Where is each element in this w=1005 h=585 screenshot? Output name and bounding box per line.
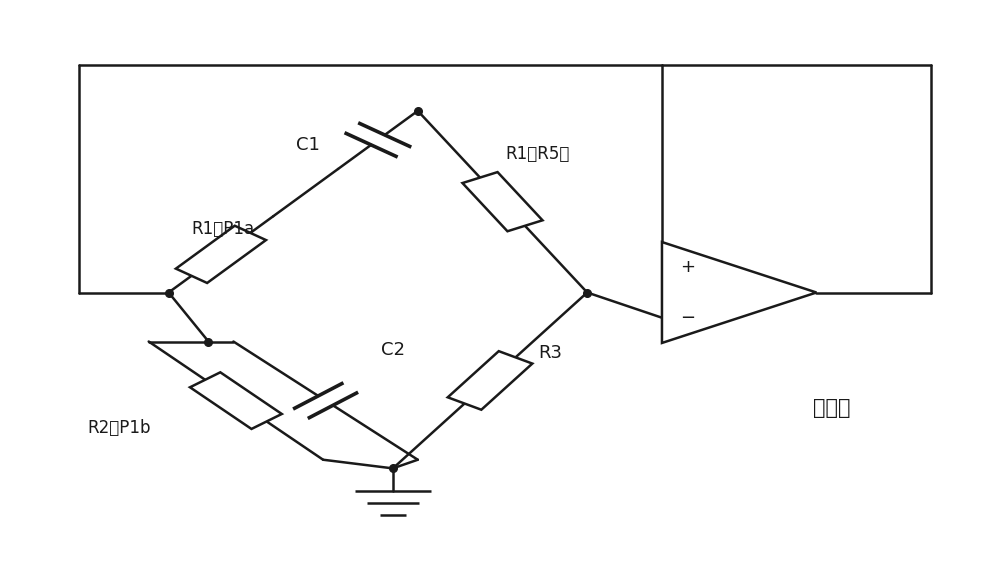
Text: R2＋P1b: R2＋P1b <box>87 419 151 437</box>
Text: +: + <box>680 258 695 276</box>
Text: R3: R3 <box>539 344 563 362</box>
Text: C2: C2 <box>381 341 405 359</box>
Text: −: − <box>680 309 695 327</box>
Text: 放大器: 放大器 <box>813 398 850 418</box>
Text: R1＋R5等: R1＋R5等 <box>506 145 570 163</box>
Polygon shape <box>448 351 533 410</box>
Polygon shape <box>462 172 543 231</box>
Text: C1: C1 <box>296 136 320 154</box>
Polygon shape <box>190 372 281 429</box>
Polygon shape <box>662 242 816 343</box>
Text: R1＋P1a: R1＋P1a <box>192 220 255 238</box>
Polygon shape <box>176 226 266 283</box>
